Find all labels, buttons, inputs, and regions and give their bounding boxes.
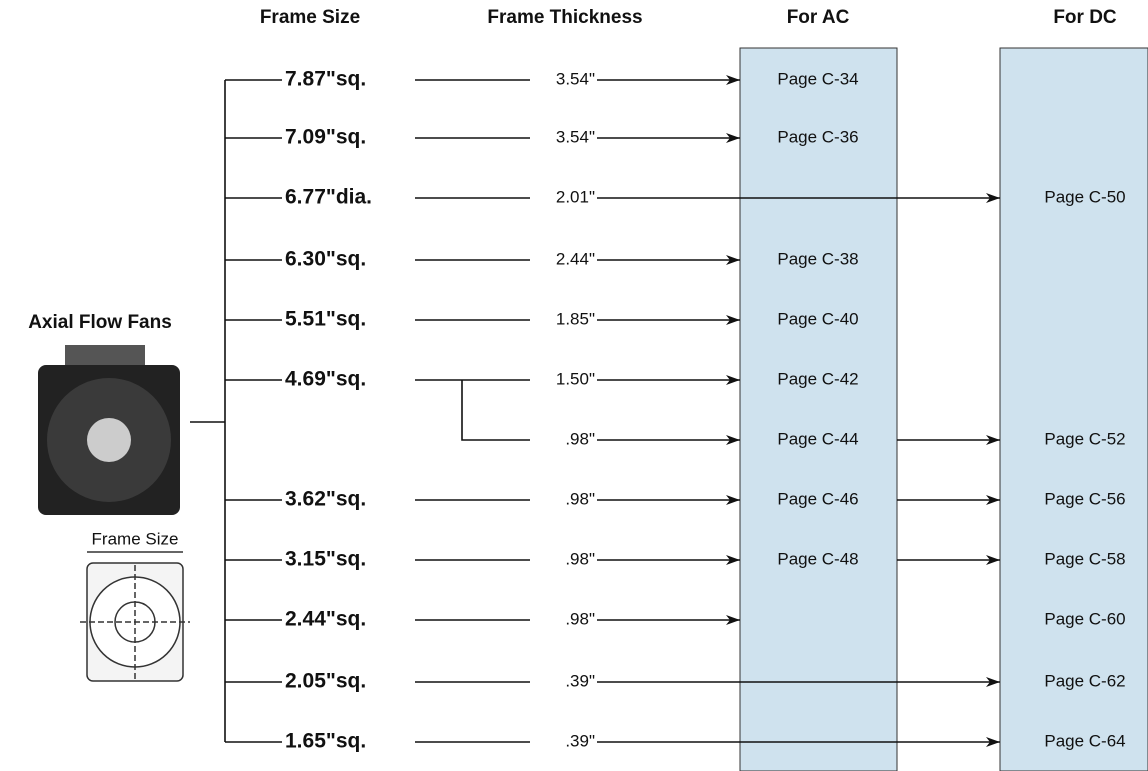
fan-drawing xyxy=(80,551,190,682)
ac-page: Page C-42 xyxy=(777,369,858,388)
dc-page: Page C-62 xyxy=(1044,671,1125,690)
ac-page: Page C-48 xyxy=(777,549,858,568)
header: For AC xyxy=(787,7,850,28)
frame-size: 4.69"sq. xyxy=(285,368,366,391)
frame-size: 2.05"sq. xyxy=(285,670,366,693)
header: Frame Size xyxy=(260,7,360,28)
thickness: .98" xyxy=(565,489,595,508)
frame-size: 3.62"sq. xyxy=(285,488,366,511)
ac-page: Page C-46 xyxy=(777,489,858,508)
drawing-label: Frame Size xyxy=(92,529,179,548)
thickness: .98" xyxy=(565,549,595,568)
thickness: 3.54" xyxy=(556,69,595,88)
fan-photo xyxy=(38,345,180,515)
dc-page: Page C-60 xyxy=(1044,609,1125,628)
thickness: .39" xyxy=(565,731,595,750)
thickness: 1.85" xyxy=(556,309,595,328)
thickness: 1.50" xyxy=(556,369,595,388)
frame-size: 1.65"sq. xyxy=(285,730,366,753)
thickness: 3.54" xyxy=(556,127,595,146)
link xyxy=(461,380,530,441)
frame-size: 7.09"sq. xyxy=(285,126,366,149)
frame-size: 2.44"sq. xyxy=(285,608,366,631)
frame-size: 5.51"sq. xyxy=(285,308,366,331)
header: Frame Thickness xyxy=(487,7,642,28)
ac-column xyxy=(739,47,898,771)
ac-page: Page C-40 xyxy=(777,309,858,328)
dc-page: Page C-52 xyxy=(1044,429,1125,448)
thickness: 2.44" xyxy=(556,249,595,268)
thickness: .98" xyxy=(565,429,595,448)
thickness: 2.01" xyxy=(556,187,595,206)
ac-page: Page C-44 xyxy=(777,429,858,448)
thickness: .39" xyxy=(565,671,595,690)
thickness: .98" xyxy=(565,609,595,628)
dc-page: Page C-50 xyxy=(1044,187,1125,206)
ac-page: Page C-36 xyxy=(777,127,858,146)
dc-page: Page C-58 xyxy=(1044,549,1125,568)
dc-page: Page C-64 xyxy=(1044,731,1125,750)
frame-size: 3.15"sq. xyxy=(285,548,366,571)
ac-page: Page C-34 xyxy=(777,69,858,88)
ac-page: Page C-38 xyxy=(777,249,858,268)
dc-page: Page C-56 xyxy=(1044,489,1125,508)
product-label: Axial Flow Fans xyxy=(28,312,172,333)
frame-size: 7.87"sq. xyxy=(285,68,366,91)
header: For DC xyxy=(1053,7,1117,28)
dc-column xyxy=(999,47,1148,771)
frame-size: 6.30"sq. xyxy=(285,248,366,271)
frame-size: 6.77"dia. xyxy=(285,186,372,209)
